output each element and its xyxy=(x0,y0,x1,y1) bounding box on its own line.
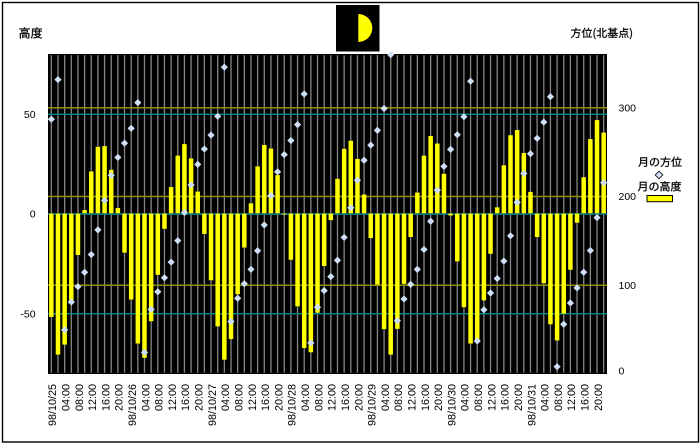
svg-text:12:00: 12:00 xyxy=(247,384,259,411)
svg-text:16:00: 16:00 xyxy=(180,384,192,411)
svg-text:04:00: 04:00 xyxy=(220,384,232,411)
svg-text:20:00: 20:00 xyxy=(114,384,126,411)
svg-text:16:00: 16:00 xyxy=(580,384,592,411)
svg-text:300: 300 xyxy=(619,102,637,114)
svg-text:08:00: 08:00 xyxy=(74,384,86,411)
svg-text:08:00: 08:00 xyxy=(553,384,565,411)
svg-text:0: 0 xyxy=(619,365,625,377)
svg-text:12:00: 12:00 xyxy=(327,384,339,411)
svg-text:04:00: 04:00 xyxy=(380,384,392,411)
svg-text:50: 50 xyxy=(24,109,36,121)
svg-text:12:00: 12:00 xyxy=(87,384,99,411)
svg-text:98/10/27: 98/10/27 xyxy=(207,384,219,426)
svg-text:20:00: 20:00 xyxy=(194,384,206,411)
svg-text:98/10/29: 98/10/29 xyxy=(367,384,379,426)
svg-text:12:00: 12:00 xyxy=(566,384,578,411)
svg-text:98/10/31: 98/10/31 xyxy=(526,384,538,426)
svg-text:20:00: 20:00 xyxy=(273,384,285,411)
svg-text:98/10/30: 98/10/30 xyxy=(446,384,458,426)
svg-text:100: 100 xyxy=(619,280,637,292)
svg-text:04:00: 04:00 xyxy=(540,384,552,411)
svg-text:08:00: 08:00 xyxy=(233,384,245,411)
svg-text:-50: -50 xyxy=(20,308,35,320)
svg-text:04:00: 04:00 xyxy=(460,384,472,411)
svg-text:20:00: 20:00 xyxy=(353,384,365,411)
svg-text:04:00: 04:00 xyxy=(140,384,152,411)
svg-text:08:00: 08:00 xyxy=(473,384,485,411)
svg-text:20:00: 20:00 xyxy=(433,384,445,411)
svg-text:04:00: 04:00 xyxy=(300,384,312,411)
svg-text:08:00: 08:00 xyxy=(154,384,166,411)
svg-text:0: 0 xyxy=(30,209,36,221)
svg-text:08:00: 08:00 xyxy=(313,384,325,411)
svg-text:200: 200 xyxy=(619,191,637,203)
svg-text:16:00: 16:00 xyxy=(260,384,272,411)
svg-text:20:00: 20:00 xyxy=(513,384,525,411)
svg-text:16:00: 16:00 xyxy=(100,384,112,411)
svg-text:98/10/25: 98/10/25 xyxy=(47,384,59,426)
svg-text:12:00: 12:00 xyxy=(406,384,418,411)
svg-text:04:00: 04:00 xyxy=(60,384,72,411)
svg-text:98/10/28: 98/10/28 xyxy=(287,384,299,426)
svg-text:12:00: 12:00 xyxy=(167,384,179,411)
svg-text:16:00: 16:00 xyxy=(340,384,352,411)
svg-text:12:00: 12:00 xyxy=(486,384,498,411)
svg-text:20:00: 20:00 xyxy=(593,384,605,411)
svg-text:16:00: 16:00 xyxy=(420,384,432,411)
svg-text:08:00: 08:00 xyxy=(393,384,405,411)
svg-text:16:00: 16:00 xyxy=(500,384,512,411)
svg-text:98/10/26: 98/10/26 xyxy=(127,384,139,426)
